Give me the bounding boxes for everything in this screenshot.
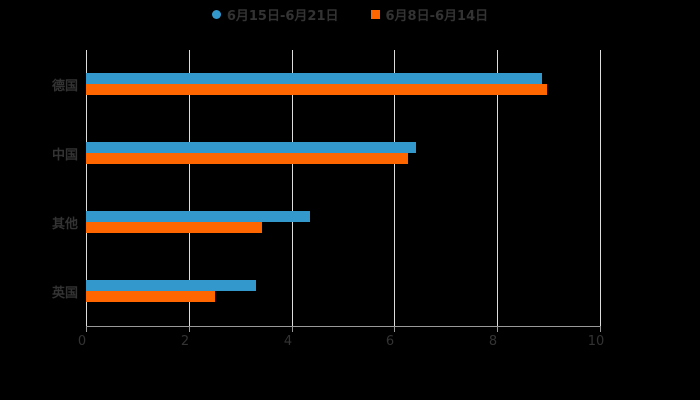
bar-jun15-21[interactable] — [86, 211, 310, 222]
gridline — [189, 50, 190, 326]
legend-item-week-jun8-14[interactable]: 6月8日-6月14日 — [370, 5, 489, 24]
category-label: 英国 — [51, 286, 78, 301]
x-tick — [600, 326, 601, 332]
gridline — [394, 50, 395, 326]
category-label: 中国 — [51, 148, 78, 163]
gridline — [497, 50, 498, 326]
x-tick-label: 2 — [180, 334, 190, 349]
x-tick — [292, 326, 293, 332]
category-label: 其他 — [51, 217, 78, 232]
bar-jun8-14[interactable] — [86, 222, 262, 233]
category-label: 德国 — [51, 79, 78, 94]
legend-label: 6月15日-6月21日 — [226, 8, 339, 24]
x-tick — [86, 326, 87, 332]
legend-circle-icon — [211, 9, 221, 19]
bar-jun8-14[interactable] — [86, 84, 547, 95]
x-axis-line — [86, 326, 601, 327]
x-tick-label: 6 — [385, 334, 395, 349]
bar-jun8-14[interactable] — [86, 153, 408, 164]
x-tick — [189, 326, 190, 332]
x-tick — [394, 326, 395, 332]
bar-jun15-21[interactable] — [86, 280, 256, 291]
gridline — [292, 50, 293, 326]
gridline — [86, 50, 87, 326]
x-tick-label: 0 — [77, 334, 87, 349]
bar-jun15-21[interactable] — [86, 142, 416, 153]
legend-label: 6月8日-6月14日 — [385, 8, 489, 24]
bar-jun8-14[interactable] — [86, 291, 215, 302]
x-tick-label: 4 — [283, 334, 293, 349]
gridline — [600, 50, 601, 326]
x-tick-label: 10 — [587, 334, 605, 349]
chart-legend: 6月15日-6月21日 6月8日-6月14日 — [0, 4, 700, 24]
legend-square-icon — [370, 9, 380, 19]
x-tick — [497, 326, 498, 332]
x-tick-label: 8 — [488, 334, 498, 349]
legend-item-week-jun15-21[interactable]: 6月15日-6月21日 — [211, 5, 339, 24]
bar-jun15-21[interactable] — [86, 73, 542, 84]
